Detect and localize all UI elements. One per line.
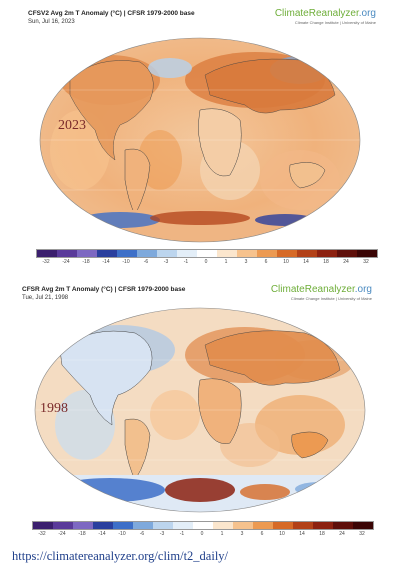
year-label: 1998 — [40, 401, 68, 416]
colorbar-swatch — [73, 522, 93, 529]
map-panel-1998: CFSR Avg 2m T Anomaly (°C) | CFSR 1979-2… — [0, 275, 400, 543]
colorbar-tick-label: -24 — [58, 531, 66, 537]
colorbar-swatch — [153, 522, 173, 529]
map-title: CFSV2 Avg 2m T Anomaly (°C) | CFSR 1979-… — [28, 10, 195, 17]
colorbar-swatch — [217, 250, 237, 257]
brand-name-suffix: .org — [358, 8, 376, 19]
colorbar-swatch — [353, 522, 373, 529]
brand-name-suffix: .org — [354, 284, 372, 295]
colorbar-swatch — [293, 522, 313, 529]
colorbar-swatch — [237, 250, 257, 257]
brand-name: ClimateReanalyzer — [270, 284, 355, 295]
colorbar-tick-label: -32 — [38, 531, 46, 537]
colorbar-ticks: -32 -24 -18 -14 -10 -6 -3 -1 0 1 3 6 10 14 18 24 32 — [36, 259, 376, 267]
colorbar-tick-label: -6 — [139, 531, 145, 537]
colorbar-swatch — [273, 522, 293, 529]
colorbar-swatch — [297, 250, 317, 257]
colorbar-tick-label: -18 — [78, 531, 86, 537]
map-date: Sun, Jul 16, 2023 — [28, 19, 75, 25]
colorbar-swatch — [157, 250, 177, 257]
colorbar-tick-label: -1 — [183, 259, 189, 265]
colorbar-tick-label: 32 — [363, 259, 369, 265]
colorbar-swatch — [193, 522, 213, 529]
colorbar-tick-label: -18 — [82, 259, 90, 265]
colorbar-swatch — [97, 250, 117, 257]
colorbar-swatch — [213, 522, 233, 529]
colorbar-tick-label: 24 — [343, 259, 349, 265]
colorbar-swatch — [77, 250, 97, 257]
year-label: 2023 — [58, 118, 86, 133]
colorbar-tick-label: -6 — [143, 259, 149, 265]
colorbar-tick-label: 24 — [339, 531, 345, 537]
brand-logo[interactable]: ClimateReanalyzer.org Climate Change Ins… — [271, 284, 372, 301]
colorbar-swatch — [117, 250, 137, 257]
colorbar-tick-label: -10 — [118, 531, 126, 537]
colorbar-tick-label: -14 — [98, 531, 106, 537]
colorbar — [36, 249, 378, 258]
colorbar-tick-label: 10 — [279, 531, 285, 537]
colorbar-swatch — [253, 522, 273, 529]
colorbar-tick-label: 10 — [283, 259, 289, 265]
colorbar-swatch — [113, 522, 133, 529]
brand-subtitle: Climate Change Institute | University of… — [290, 296, 372, 301]
colorbar-tick-label: 18 — [319, 531, 325, 537]
colorbar-swatch — [137, 250, 157, 257]
brand-name: ClimateReanalyzer — [274, 8, 359, 19]
colorbar-swatch — [333, 522, 353, 529]
temperature-anomaly-map-2023 — [39, 37, 361, 243]
colorbar-swatch — [357, 250, 377, 257]
colorbar-tick-label: 6 — [264, 259, 268, 265]
colorbar-swatch — [177, 250, 197, 257]
colorbar-tick-label: 1 — [220, 531, 224, 537]
colorbar-tick-label: 1 — [224, 259, 228, 265]
colorbar-swatch — [277, 250, 297, 257]
colorbar-tick-label: 6 — [260, 531, 264, 537]
temperature-anomaly-map-1998 — [34, 307, 366, 513]
colorbar-tick-label: 32 — [359, 531, 365, 537]
colorbar-tick-label: 18 — [323, 259, 329, 265]
colorbar-swatch — [33, 522, 53, 529]
colorbar-tick-label: -3 — [163, 259, 169, 265]
colorbar-ticks: -32 -24 -18 -14 -10 -6 -3 -1 0 1 3 6 10 14 18 24 32 — [32, 531, 372, 539]
brand-logo[interactable]: ClimateReanalyzer.org Climate Change Ins… — [275, 8, 376, 25]
colorbar-swatch — [233, 522, 253, 529]
colorbar-tick-label: 0 — [200, 531, 204, 537]
colorbar-swatch — [317, 250, 337, 257]
brand-subtitle: Climate Change Institute | University of… — [294, 20, 376, 25]
colorbar-swatch — [337, 250, 357, 257]
map-title: CFSR Avg 2m T Anomaly (°C) | CFSR 1979-2… — [22, 286, 186, 293]
colorbar-tick-label: -3 — [159, 531, 165, 537]
colorbar-tick-label: 3 — [244, 259, 248, 265]
source-link[interactable]: https://climatereanalyzer.org/clim/t2_da… — [12, 549, 229, 563]
colorbar-tick-label: -24 — [62, 259, 70, 265]
map-panel-2023: CFSV2 Avg 2m T Anomaly (°C) | CFSR 1979-… — [0, 0, 400, 270]
colorbar-swatch — [93, 522, 113, 529]
colorbar-tick-label: 14 — [303, 259, 309, 265]
colorbar-swatch — [37, 250, 57, 257]
colorbar-swatch — [53, 522, 73, 529]
colorbar-swatch — [313, 522, 333, 529]
colorbar-tick-label: 3 — [240, 531, 244, 537]
colorbar-tick-label: 14 — [299, 531, 305, 537]
colorbar-swatch — [133, 522, 153, 529]
colorbar-tick-label: -32 — [42, 259, 50, 265]
colorbar-swatch — [257, 250, 277, 257]
map-date: Tue, Jul 21, 1998 — [22, 295, 69, 301]
colorbar-tick-label: 0 — [204, 259, 208, 265]
colorbar-swatch — [197, 250, 217, 257]
colorbar-tick-label: -1 — [179, 531, 185, 537]
colorbar-tick-label: -14 — [102, 259, 110, 265]
colorbar-swatch — [173, 522, 193, 529]
colorbar-swatch — [57, 250, 77, 257]
colorbar — [32, 521, 374, 530]
colorbar-tick-label: -10 — [122, 259, 130, 265]
